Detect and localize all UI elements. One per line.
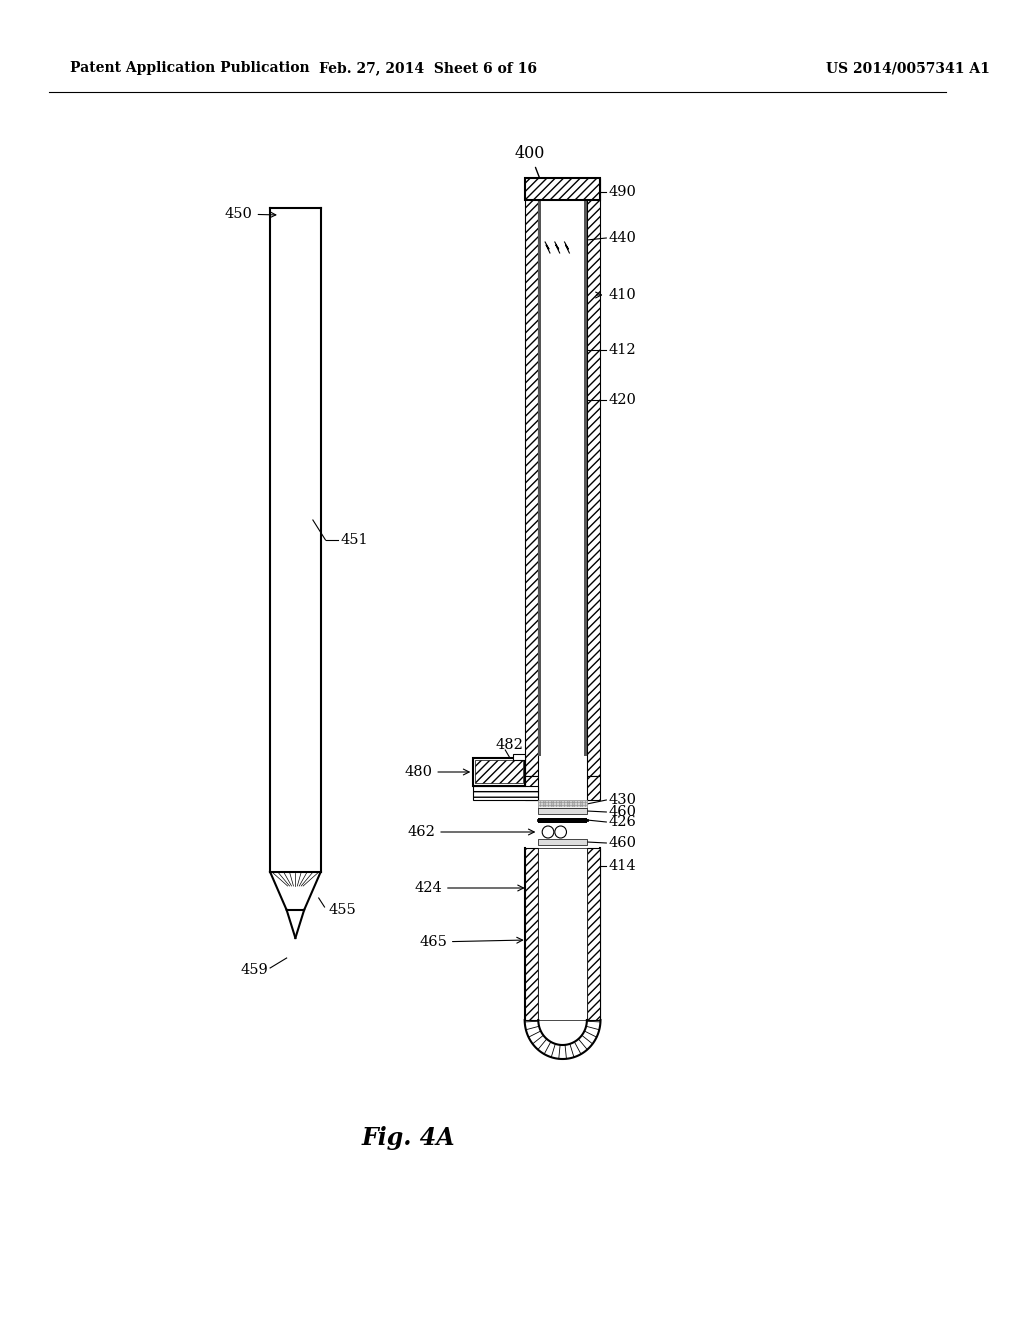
Bar (539, 840, 587, 845)
Text: 410: 410 (596, 288, 636, 302)
Text: 424: 424 (415, 880, 523, 895)
Bar (587, 776, 600, 800)
Text: Feb. 27, 2014  Sheet 6 of 16: Feb. 27, 2014 Sheet 6 of 16 (318, 61, 537, 75)
Bar (473, 785, 539, 800)
Bar (524, 178, 600, 201)
Bar (539, 818, 587, 822)
Text: 465: 465 (419, 935, 522, 949)
Bar (587, 178, 600, 776)
Bar (524, 776, 539, 800)
Text: 482: 482 (496, 738, 523, 752)
Circle shape (542, 826, 554, 838)
Text: 426: 426 (608, 814, 636, 829)
Bar (473, 758, 524, 785)
Bar (513, 754, 524, 760)
Bar (524, 178, 539, 776)
Text: 460: 460 (608, 805, 636, 818)
Text: 400: 400 (515, 145, 546, 191)
Bar (475, 760, 522, 783)
Text: 430: 430 (608, 793, 636, 807)
Text: 462: 462 (408, 825, 535, 840)
Text: 451: 451 (340, 533, 368, 546)
Text: 412: 412 (608, 343, 636, 356)
Bar (539, 800, 587, 808)
Bar (542, 216, 584, 754)
Text: 455: 455 (329, 903, 356, 917)
Text: 420: 420 (608, 393, 636, 407)
Bar (584, 198, 587, 756)
Bar (587, 847, 600, 1020)
Circle shape (555, 826, 566, 838)
Bar (271, 209, 319, 871)
Text: 414: 414 (608, 859, 636, 873)
Bar (539, 847, 587, 1020)
Bar (524, 847, 539, 1020)
Bar (539, 198, 542, 756)
Text: 460: 460 (608, 836, 636, 850)
Text: US 2014/0057341 A1: US 2014/0057341 A1 (826, 61, 990, 75)
Text: 490: 490 (608, 185, 636, 199)
Bar (539, 808, 587, 814)
Text: Fig. 4A: Fig. 4A (361, 1126, 455, 1150)
Text: 440: 440 (608, 231, 636, 246)
Text: 480: 480 (404, 766, 469, 779)
Text: 459: 459 (241, 964, 268, 977)
Text: Patent Application Publication: Patent Application Publication (70, 61, 309, 75)
Text: 450: 450 (224, 207, 275, 220)
